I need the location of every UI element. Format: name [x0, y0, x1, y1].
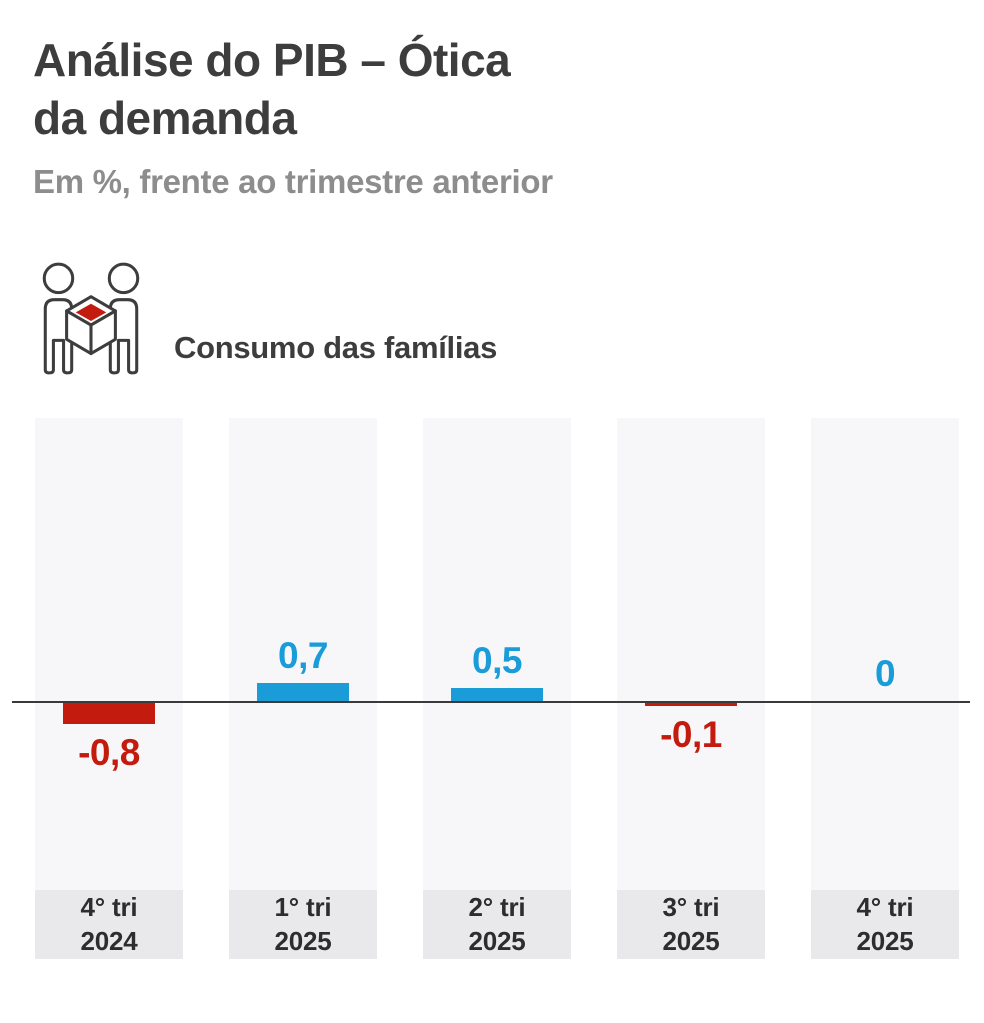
category-line: 2025	[274, 925, 332, 956]
box-right-face	[89, 309, 117, 356]
negative-bar	[645, 703, 737, 706]
category-label: 4° tri 2025	[811, 890, 959, 959]
section-label: Consumo das famílias	[174, 330, 498, 365]
column-background	[423, 418, 571, 890]
person-head	[42, 262, 75, 295]
chart-column: 0 4° tri 2025	[811, 418, 959, 959]
category-line: 4° tri	[856, 892, 914, 923]
bar-value-label: 0,7	[278, 635, 328, 676]
category-line: 2024	[80, 925, 138, 956]
column-background	[617, 418, 765, 890]
bar-value-label: 0,5	[472, 640, 522, 681]
positive-bar	[257, 683, 349, 701]
chart-column: -0,1 3° tri 2025	[617, 418, 765, 959]
category-label: 3° tri 2025	[617, 890, 765, 959]
category-line: 2025	[662, 925, 720, 956]
people-holding-box-icon	[42, 262, 140, 375]
bar-chart: -0,8 4° tri 2024 0,7 1° tri 2025 0,5 2° tri 2025…	[0, 418, 984, 959]
bar-value-label: 0	[874, 653, 896, 694]
category-line: 2025	[856, 925, 914, 956]
category-line: 2° tri	[468, 892, 526, 923]
column-background	[35, 418, 183, 890]
category-line: 3° tri	[662, 892, 720, 923]
negative-bar	[63, 703, 155, 724]
chart-column: 0,7 1° tri 2025	[229, 418, 377, 959]
page-title-line1: Análise do PIB – Ótica	[33, 34, 511, 86]
section-header: Consumo das famílias	[28, 258, 497, 378]
bar-value-label: -0,1	[660, 714, 722, 755]
column-background	[229, 418, 377, 890]
positive-bar	[451, 688, 543, 701]
person-body	[43, 298, 74, 375]
category-line: 1° tri	[274, 892, 332, 923]
zero-axis-line	[12, 701, 970, 703]
category-label: 4° tri 2024	[35, 890, 183, 959]
page-title: Análise do PIB – Ótica da demanda	[33, 32, 511, 147]
column-background	[811, 418, 959, 890]
category-label: 1° tri 2025	[229, 890, 377, 959]
chart-column: -0,8 4° tri 2024	[35, 418, 183, 959]
category-line: 2025	[468, 925, 526, 956]
page-title-line2: da demanda	[33, 91, 297, 144]
chart-column: 0,5 2° tri 2025	[423, 418, 571, 959]
page-subtitle: Em %, frente ao trimestre anterior	[33, 163, 553, 200]
bar-value-label: -0,8	[78, 732, 140, 773]
category-label: 2° tri 2025	[423, 890, 571, 959]
person-head	[107, 262, 140, 295]
category-line: 4° tri	[80, 892, 138, 923]
